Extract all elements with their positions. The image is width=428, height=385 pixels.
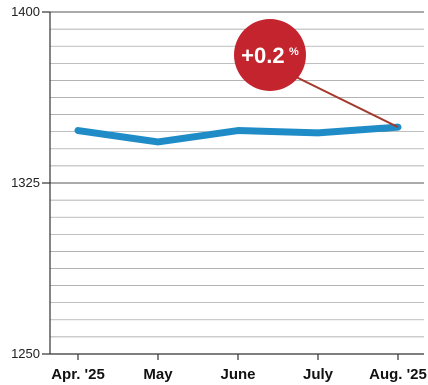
x-tick-label: July — [303, 366, 334, 383]
callout-leader-line — [291, 74, 399, 129]
y-tick-label: 1250 — [11, 346, 40, 361]
x-tick-label: June — [220, 366, 255, 383]
y-ticks: 1400 1325 1250 — [11, 4, 50, 361]
series-layer — [74, 123, 402, 146]
callout-label: +0.2 % — [241, 43, 299, 68]
x-axis: Apr. '25 May June July Aug. '25 — [50, 353, 427, 383]
x-tick-label: Aug. '25 — [369, 366, 427, 383]
change-callout: +0.2 % — [234, 19, 399, 129]
callout-percent-sign: % — [289, 46, 299, 58]
x-ticks: Apr. '25 May June July Aug. '25 — [51, 354, 427, 383]
y-axis: 1400 1325 1250 — [11, 4, 51, 361]
callout-value: +0.2 — [241, 43, 284, 68]
y-tick-label: 1400 — [11, 4, 40, 19]
callout-badge — [234, 19, 306, 91]
x-tick-label: Apr. '25 — [51, 366, 105, 383]
series-line — [74, 123, 402, 146]
x-tick-label: May — [143, 366, 173, 383]
y-tick-label: 1325 — [11, 175, 40, 190]
